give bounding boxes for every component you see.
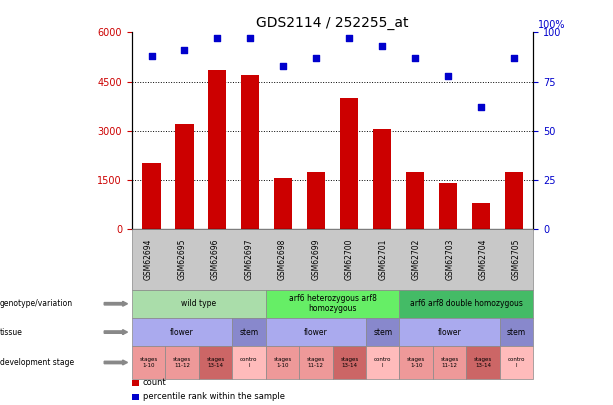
Text: stages
11-12: stages 11-12 <box>173 357 191 368</box>
Text: GSM62704: GSM62704 <box>479 239 487 280</box>
Text: arf6 heterozygous arf8
homozygous: arf6 heterozygous arf8 homozygous <box>289 294 376 313</box>
Text: GSM62695: GSM62695 <box>178 239 186 280</box>
Bar <box>274 178 292 229</box>
Point <box>476 104 485 110</box>
Text: flower: flower <box>170 328 194 337</box>
Text: GSM62702: GSM62702 <box>412 239 421 280</box>
Point <box>147 53 156 59</box>
Text: GSM62698: GSM62698 <box>278 239 287 280</box>
Bar <box>471 202 490 229</box>
Text: stages
13-14: stages 13-14 <box>474 357 492 368</box>
Point <box>245 35 255 42</box>
Text: stages
11-12: stages 11-12 <box>306 357 325 368</box>
Text: contro
l: contro l <box>240 357 257 368</box>
Text: GSM62694: GSM62694 <box>144 239 153 280</box>
Text: genotype/variation: genotype/variation <box>0 299 73 308</box>
Text: flower: flower <box>304 328 328 337</box>
Text: GSM62697: GSM62697 <box>245 239 253 280</box>
Text: stages
1-10: stages 1-10 <box>273 357 292 368</box>
Bar <box>373 129 391 229</box>
Text: percentile rank within the sample: percentile rank within the sample <box>143 392 285 401</box>
Bar <box>307 172 325 229</box>
Bar <box>340 98 358 229</box>
Title: GDS2114 / 252255_at: GDS2114 / 252255_at <box>256 16 409 30</box>
Bar <box>242 75 259 229</box>
Text: stem: stem <box>373 328 392 337</box>
Text: count: count <box>143 378 167 387</box>
Text: flower: flower <box>438 328 462 337</box>
Bar <box>504 172 523 229</box>
Text: contro
l: contro l <box>374 357 392 368</box>
Text: stages
1-10: stages 1-10 <box>139 357 158 368</box>
Bar <box>406 172 424 229</box>
Point <box>344 35 354 42</box>
Bar <box>142 163 161 229</box>
Text: stem: stem <box>239 328 259 337</box>
Point <box>410 55 420 61</box>
Text: stages
13-14: stages 13-14 <box>207 357 224 368</box>
Text: GSM62701: GSM62701 <box>378 239 387 280</box>
Text: stem: stem <box>507 328 526 337</box>
Text: GSM62699: GSM62699 <box>311 239 321 280</box>
Point <box>311 55 321 61</box>
Bar <box>208 70 226 229</box>
Text: development stage: development stage <box>0 358 74 367</box>
Point <box>377 43 387 49</box>
Point <box>509 55 519 61</box>
Text: GSM62696: GSM62696 <box>211 239 220 280</box>
Text: GSM62700: GSM62700 <box>345 239 354 280</box>
Text: stages
11-12: stages 11-12 <box>441 357 459 368</box>
Text: stages
1-10: stages 1-10 <box>407 357 425 368</box>
Text: tissue: tissue <box>0 328 23 337</box>
Text: stages
13-14: stages 13-14 <box>340 357 359 368</box>
Point <box>443 72 452 79</box>
Point <box>213 35 223 42</box>
Text: 100%: 100% <box>538 19 565 30</box>
Text: GSM62705: GSM62705 <box>512 239 521 280</box>
Text: contro
l: contro l <box>508 357 525 368</box>
Point <box>180 47 189 53</box>
Text: GSM62703: GSM62703 <box>445 239 454 280</box>
Point <box>278 62 288 69</box>
Bar <box>175 124 194 229</box>
Text: arf6 arf8 double homozygous: arf6 arf8 double homozygous <box>410 299 523 308</box>
Text: wild type: wild type <box>181 299 216 308</box>
Bar <box>439 183 457 229</box>
